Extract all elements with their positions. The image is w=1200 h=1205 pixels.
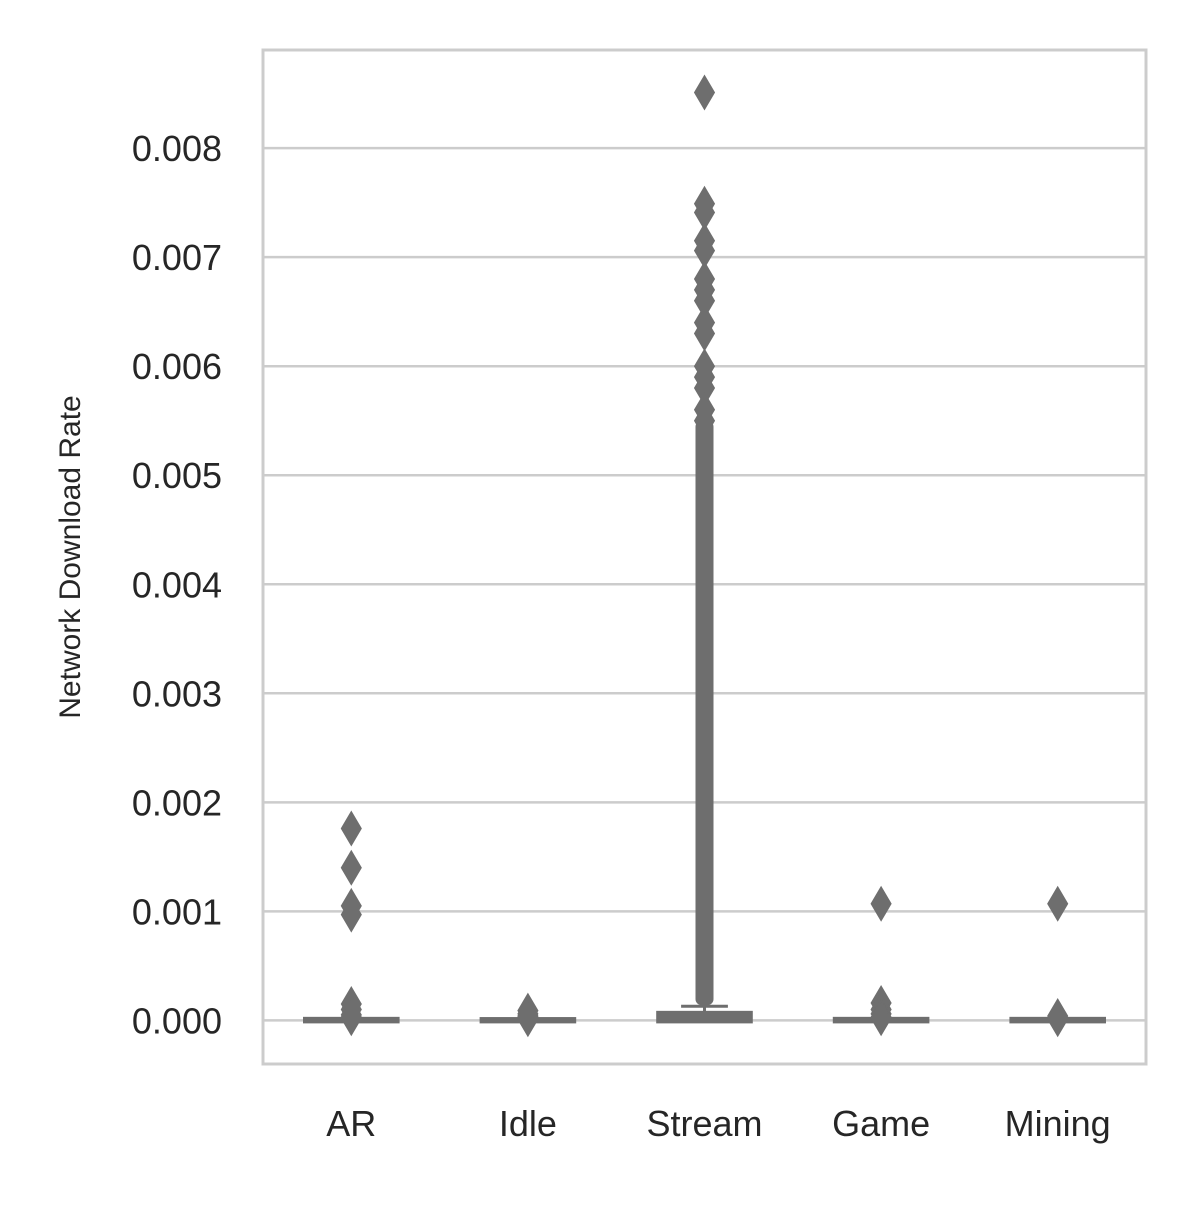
box-group: [656, 74, 753, 1024]
outlier-point: [870, 885, 892, 922]
outlier-point: [340, 1000, 362, 1037]
y-tick-label: 0.006: [132, 346, 222, 387]
box-group: [303, 810, 400, 1037]
y-axis-label: Network Download Rate: [54, 395, 87, 718]
x-tick-label: Stream: [646, 1103, 762, 1144]
y-tick-label: 0.002: [132, 782, 222, 823]
box-group: [832, 885, 930, 1037]
plot-frame: [261, 48, 1148, 1066]
outlier-band: [695, 420, 714, 1006]
box-group: [479, 992, 577, 1038]
x-tick-label: Game: [832, 1103, 930, 1144]
y-tick-label: 0.001: [132, 891, 222, 932]
outlier-point: [340, 810, 362, 847]
x-tick-label: AR: [326, 1103, 376, 1144]
y-tick-label: 0.003: [132, 673, 222, 714]
x-axis-ticks: AR Idle Stream Game Mining: [326, 1103, 1110, 1144]
y-tick-label: 0.005: [132, 455, 222, 496]
outlier-point: [340, 896, 362, 933]
x-tick-label: Mining: [1005, 1103, 1111, 1144]
outlier-point: [1047, 1001, 1069, 1038]
y-tick-label: 0.000: [132, 1000, 222, 1041]
box: [656, 1010, 753, 1024]
plot-marks: [303, 74, 1106, 1038]
y-tick-label: 0.004: [132, 564, 222, 605]
y-tick-label: 0.008: [132, 128, 222, 169]
outlier-point: [693, 402, 716, 439]
outlier-point: [870, 1000, 892, 1037]
outlier-point: [1047, 885, 1069, 922]
y-tick-label: 0.007: [132, 237, 222, 278]
outlier-point: [517, 1001, 539, 1038]
outlier-point: [340, 849, 362, 886]
box-group: [1009, 885, 1106, 1038]
outlier-point: [693, 74, 716, 111]
x-tick-label: Idle: [499, 1103, 557, 1144]
y-axis-ticks: 0.000 0.001 0.002 0.003 0.004 0.005 0.006 0.007…: [132, 128, 222, 1041]
